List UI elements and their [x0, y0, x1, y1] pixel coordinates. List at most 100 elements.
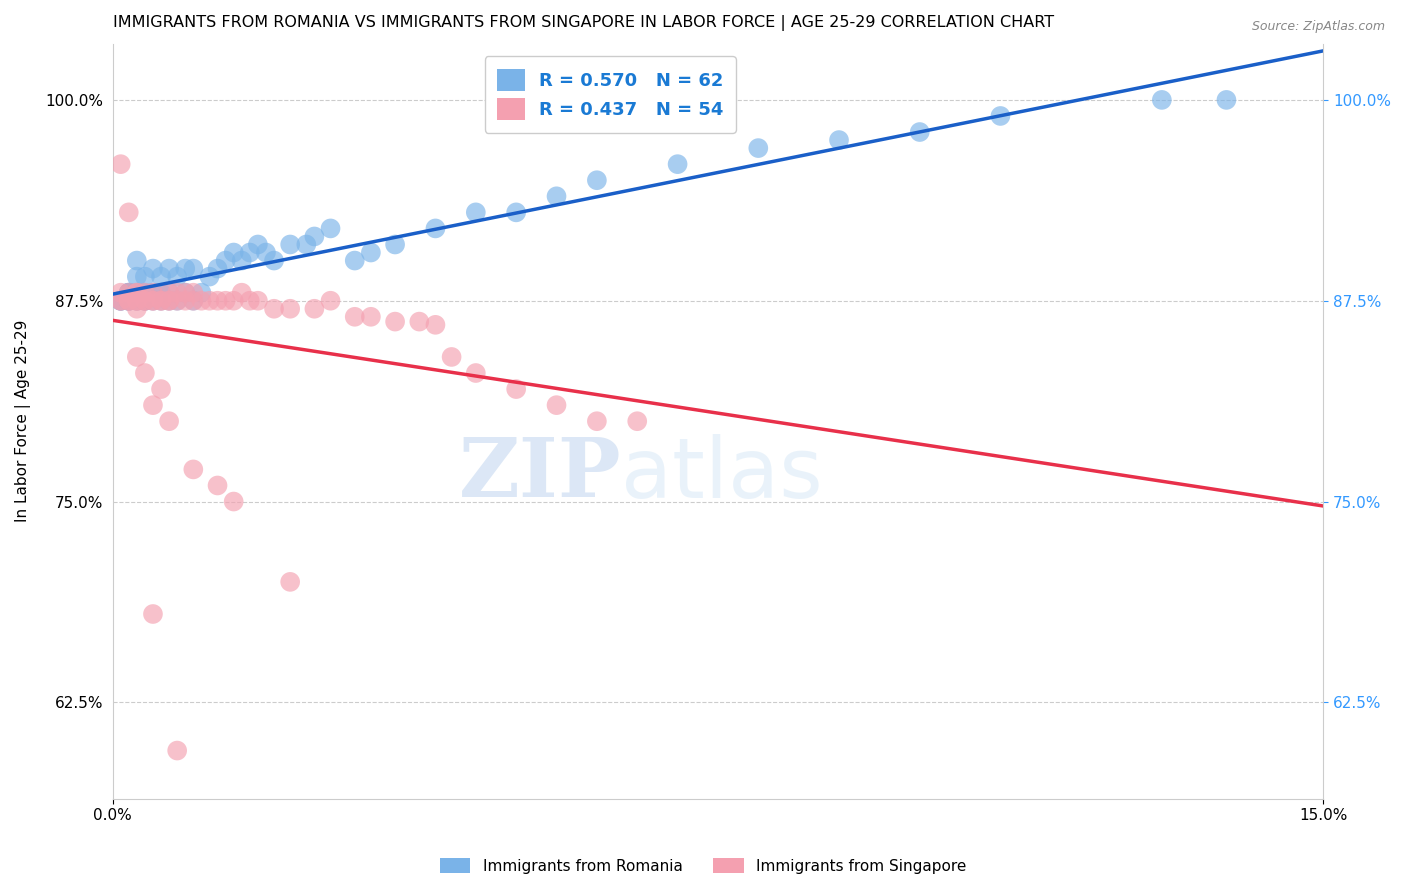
- Point: [207, 478, 229, 492]
- Point: [142, 293, 165, 308]
- Point: [304, 229, 326, 244]
- Point: [174, 285, 197, 300]
- Point: [440, 350, 463, 364]
- Point: [118, 205, 141, 219]
- Point: [464, 205, 486, 219]
- Point: [134, 285, 156, 300]
- Point: [150, 382, 173, 396]
- Point: [319, 221, 342, 235]
- Point: [222, 293, 245, 308]
- Point: [505, 382, 527, 396]
- Point: [464, 366, 486, 380]
- Point: [747, 141, 769, 155]
- Point: [190, 285, 212, 300]
- Point: [125, 269, 148, 284]
- Point: [586, 414, 609, 428]
- Point: [125, 293, 148, 308]
- Point: [626, 414, 648, 428]
- Point: [125, 285, 148, 300]
- Point: [134, 285, 156, 300]
- Point: [134, 293, 156, 308]
- Point: [134, 293, 156, 308]
- Point: [304, 301, 326, 316]
- Point: [142, 293, 165, 308]
- Point: [546, 189, 568, 203]
- Point: [150, 269, 173, 284]
- Point: [142, 285, 165, 300]
- Point: [134, 366, 156, 380]
- Point: [110, 293, 132, 308]
- Point: [222, 494, 245, 508]
- Point: [110, 157, 132, 171]
- Point: [118, 293, 141, 308]
- Point: [278, 237, 301, 252]
- Point: [125, 301, 148, 316]
- Point: [110, 285, 132, 300]
- Point: [198, 293, 221, 308]
- Point: [425, 221, 447, 235]
- Point: [207, 293, 229, 308]
- Point: [239, 293, 262, 308]
- Point: [118, 293, 141, 308]
- Point: [198, 269, 221, 284]
- Point: [343, 310, 366, 324]
- Point: [118, 293, 141, 308]
- Point: [278, 574, 301, 589]
- Point: [134, 293, 156, 308]
- Point: [214, 253, 236, 268]
- Point: [134, 293, 156, 308]
- Point: [207, 261, 229, 276]
- Point: [142, 285, 165, 300]
- Point: [546, 398, 568, 412]
- Point: [166, 269, 188, 284]
- Point: [166, 743, 188, 757]
- Point: [166, 293, 188, 308]
- Y-axis label: In Labor Force | Age 25-29: In Labor Force | Age 25-29: [15, 320, 31, 523]
- Point: [125, 293, 148, 308]
- Point: [231, 253, 253, 268]
- Point: [157, 261, 180, 276]
- Point: [1215, 93, 1237, 107]
- Point: [125, 285, 148, 300]
- Point: [828, 133, 851, 147]
- Point: [134, 269, 156, 284]
- Point: [110, 293, 132, 308]
- Point: [166, 293, 188, 308]
- Legend: R = 0.570   N = 62, R = 0.437   N = 54: R = 0.570 N = 62, R = 0.437 N = 54: [485, 56, 735, 133]
- Point: [118, 285, 141, 300]
- Point: [181, 285, 204, 300]
- Point: [118, 293, 141, 308]
- Point: [157, 285, 180, 300]
- Point: [166, 285, 188, 300]
- Point: [118, 285, 141, 300]
- Point: [190, 293, 212, 308]
- Point: [142, 607, 165, 621]
- Point: [263, 301, 285, 316]
- Point: [231, 285, 253, 300]
- Point: [142, 398, 165, 412]
- Point: [254, 245, 277, 260]
- Point: [239, 245, 262, 260]
- Point: [150, 285, 173, 300]
- Point: [343, 253, 366, 268]
- Point: [214, 293, 236, 308]
- Point: [110, 293, 132, 308]
- Point: [360, 245, 382, 260]
- Point: [125, 293, 148, 308]
- Point: [150, 293, 173, 308]
- Text: IMMIGRANTS FROM ROMANIA VS IMMIGRANTS FROM SINGAPORE IN LABOR FORCE | AGE 25-29 : IMMIGRANTS FROM ROMANIA VS IMMIGRANTS FR…: [112, 15, 1053, 31]
- Point: [505, 205, 527, 219]
- Point: [157, 414, 180, 428]
- Point: [157, 285, 180, 300]
- Point: [425, 318, 447, 332]
- Point: [174, 285, 197, 300]
- Point: [150, 293, 173, 308]
- Point: [181, 293, 204, 308]
- Point: [125, 293, 148, 308]
- Point: [142, 293, 165, 308]
- Point: [125, 285, 148, 300]
- Point: [118, 293, 141, 308]
- Point: [908, 125, 931, 139]
- Point: [118, 285, 141, 300]
- Point: [384, 237, 406, 252]
